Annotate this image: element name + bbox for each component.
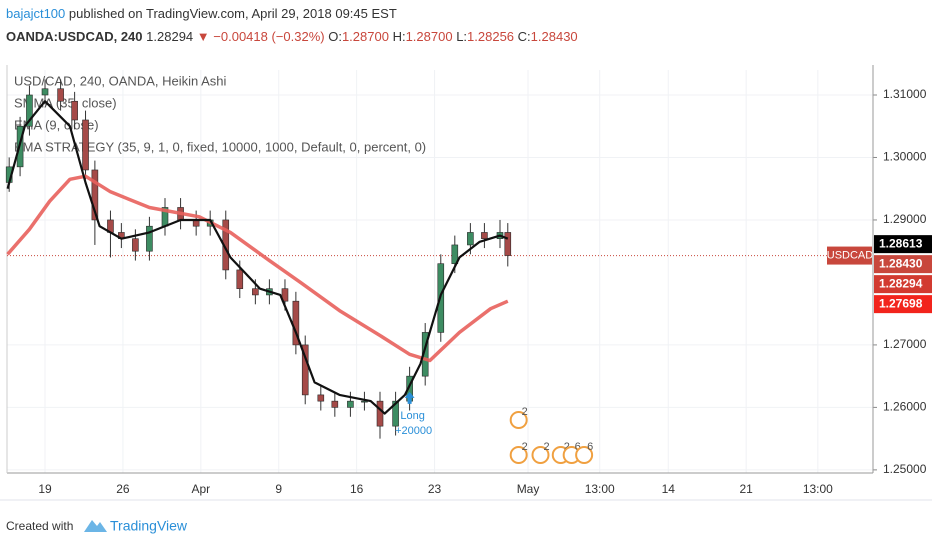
close-label: C:: [518, 29, 531, 44]
legend-entry: EMA (9, close): [14, 117, 99, 132]
candle-body: [252, 288, 259, 296]
candle-body: [481, 232, 488, 239]
x-tick-label: May: [517, 482, 540, 496]
y-tick-label: 1.30000: [883, 150, 927, 164]
trade-amount: +20000: [395, 425, 432, 437]
x-tick-label: 16: [350, 482, 364, 496]
chart-title: USD/CAD, 240, OANDA, Heikin Ashi: [14, 73, 227, 88]
low: 1.28256: [467, 29, 514, 44]
x-tick-label: 23: [428, 482, 442, 496]
y-tick-label: 1.26000: [883, 400, 927, 414]
trade-label: Long: [400, 410, 424, 422]
low-label: L:: [456, 29, 467, 44]
plot: 19 26 Apr 9 16 23 May 13:00 14 21 13:001.250001.26…: [5, 65, 932, 496]
event-count: 2: [522, 441, 528, 453]
strategy-label: EMA STRATEGY (35, 9, 1, 0, fixed, 10000,…: [14, 139, 426, 154]
price-label-box: [874, 235, 932, 254]
candle-body: [71, 100, 78, 121]
candle-body: [26, 94, 33, 127]
candle-body: [451, 244, 459, 264]
last: 1.28294: [146, 29, 193, 44]
y-tick-label: 1.27000: [883, 337, 927, 351]
price-label: 1.28294: [879, 276, 923, 290]
high-label: H:: [393, 29, 406, 44]
brand-logo: [84, 520, 107, 532]
event-icon: [531, 446, 550, 464]
candle-body: [41, 88, 49, 96]
symbol-tag-box: [827, 246, 872, 265]
event-icon: [509, 411, 528, 429]
created-with: Created with: [6, 519, 73, 533]
candle-body: [347, 400, 354, 408]
open: 1.28700: [342, 29, 389, 44]
close: 1.28430: [531, 29, 578, 44]
x-tick-label: 14: [662, 482, 676, 496]
candle-body: [132, 238, 139, 252]
candle-body: [281, 288, 289, 302]
brand[interactable]: TradingView: [110, 518, 188, 534]
event-count: 2: [522, 406, 528, 418]
event-count: 6: [575, 441, 581, 453]
x-tick-label: Apr: [191, 482, 210, 496]
price-label: 1.28613: [879, 236, 923, 250]
candle-body: [236, 269, 244, 289]
candle-body: [82, 119, 89, 171]
x-tick-label: 19: [38, 482, 52, 496]
symbol: OANDA:USDCAD, 240: [6, 29, 143, 44]
candle-body: [317, 394, 325, 402]
candle-body: [467, 232, 474, 246]
event-count: 6: [587, 441, 593, 453]
candle-body: [91, 169, 99, 221]
candle-body: [301, 344, 309, 396]
event-icon: [509, 446, 528, 464]
price-label: 1.27698: [879, 296, 923, 310]
open-label: O:: [328, 29, 342, 44]
x-tick-label: 9: [275, 482, 282, 496]
candle-body: [504, 232, 512, 256]
y-tick-label: 1.29000: [883, 212, 927, 226]
quote: OANDA:USDCAD, 240 1.28294 ▼ −0.00418 (−0…: [6, 29, 578, 44]
author[interactable]: bajajct100: [6, 6, 65, 21]
event-count: 2: [564, 441, 570, 453]
price-label: 1.28430: [879, 256, 923, 270]
candle-body: [392, 400, 399, 427]
y-tick-label: 1.31000: [883, 87, 927, 101]
price-label-box: [874, 255, 932, 274]
change: −0.00418 (−0.32%): [213, 29, 324, 44]
indicator-line: [6, 174, 509, 363]
symbol-tag: USDCAD: [827, 249, 874, 261]
indicator-line: [6, 100, 509, 415]
price-label-box: [874, 295, 932, 314]
candle-body: [331, 400, 339, 408]
header: bajajct100 published on TradingView.com,…: [6, 6, 397, 21]
trade-arrow: [404, 391, 415, 404]
x-tick-label: 13:00: [585, 482, 615, 496]
published: published on TradingView.com, April 29, …: [69, 6, 397, 21]
x-tick-label: 21: [739, 482, 753, 496]
price-label-box: [874, 275, 932, 294]
x-tick-label: 26: [116, 482, 130, 496]
candle-body: [376, 400, 384, 427]
x-tick-label: 13:00: [803, 482, 833, 496]
high: 1.28700: [406, 29, 453, 44]
candle-body: [57, 88, 64, 102]
arrow: ▼: [197, 29, 210, 44]
event-count: 2: [543, 441, 549, 453]
event-icon: [575, 446, 594, 464]
candle-body: [361, 400, 368, 403]
candle-body: [146, 225, 153, 252]
y-tick-label: 1.25000: [883, 462, 927, 476]
